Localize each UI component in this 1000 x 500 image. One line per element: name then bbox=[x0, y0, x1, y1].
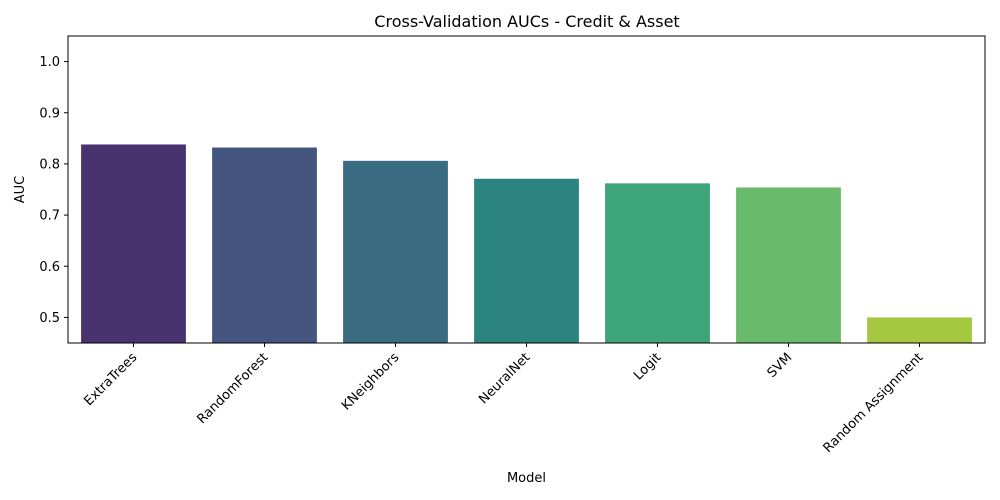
bar-extratrees bbox=[81, 144, 186, 343]
bar-kneighbors bbox=[343, 160, 448, 343]
y-axis: 0.5 0.6 0.7 0.8 0.9 1.0 bbox=[39, 55, 68, 326]
x-axis-label: Model bbox=[507, 471, 546, 486]
bars-group bbox=[81, 144, 972, 343]
y-tick-label: 1.0 bbox=[39, 55, 60, 70]
y-tick-label: 0.8 bbox=[39, 157, 60, 172]
x-tick-label: Random Assignment bbox=[821, 350, 927, 456]
x-tick-label: KNeighbors bbox=[339, 350, 403, 414]
chart-title: Cross-Validation AUCs - Credit & Asset bbox=[374, 12, 679, 31]
bar-logit bbox=[605, 183, 710, 343]
x-tick-label: NeuralNet bbox=[476, 350, 533, 407]
bar-svm bbox=[736, 187, 841, 343]
x-tick-label: RandomForest bbox=[194, 350, 271, 427]
y-tick-label: 0.6 bbox=[39, 260, 60, 275]
y-tick-label: 0.5 bbox=[39, 311, 60, 326]
x-tick-label: Logit bbox=[631, 350, 664, 383]
x-tick-label: SVM bbox=[765, 350, 796, 381]
bar-randomforest bbox=[212, 147, 317, 343]
y-tick-label: 0.7 bbox=[39, 209, 60, 224]
x-tick-label: ExtraTrees bbox=[82, 350, 141, 409]
y-tick-label: 0.9 bbox=[39, 106, 60, 121]
bar-neuralnet bbox=[474, 178, 579, 343]
bar-random-assignment bbox=[867, 317, 972, 343]
x-axis: ExtraTrees RandomForest KNeighbors NeuralNe… bbox=[82, 343, 927, 456]
plot-frame bbox=[67, 35, 986, 344]
y-axis-label: AUC bbox=[13, 176, 28, 204]
